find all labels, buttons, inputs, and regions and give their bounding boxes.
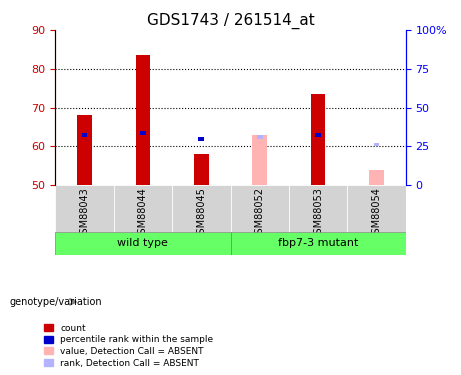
Bar [373, 142, 379, 146]
Bar [311, 94, 325, 185]
Text: GSM88053: GSM88053 [313, 188, 323, 240]
Bar [77, 116, 92, 185]
Text: fbp7-3 mutant: fbp7-3 mutant [278, 238, 358, 248]
Bar [289, 185, 347, 232]
Bar [194, 154, 208, 185]
Text: GSM88043: GSM88043 [79, 188, 89, 240]
Bar [82, 133, 88, 136]
Text: GSM88044: GSM88044 [138, 188, 148, 240]
Text: GSM88045: GSM88045 [196, 188, 207, 240]
Bar [172, 185, 230, 232]
Bar [347, 185, 406, 232]
Bar [253, 135, 267, 185]
Text: genotype/variation: genotype/variation [9, 297, 102, 307]
Bar [315, 133, 321, 136]
Title: GDS1743 / 261514_at: GDS1743 / 261514_at [147, 12, 314, 28]
Bar [198, 136, 204, 141]
Text: wild type: wild type [118, 238, 168, 248]
Bar [230, 185, 289, 232]
Text: GSM88052: GSM88052 [254, 188, 265, 240]
Legend: count, percentile rank within the sample, value, Detection Call = ABSENT, rank, : count, percentile rank within the sample… [41, 321, 216, 370]
Text: GSM88054: GSM88054 [372, 188, 382, 240]
Bar [140, 131, 146, 135]
Bar [114, 185, 172, 232]
Bar [136, 55, 150, 185]
Bar [369, 170, 384, 185]
Bar [230, 232, 406, 255]
Bar [55, 185, 114, 232]
Bar [257, 135, 263, 139]
Bar [55, 232, 230, 255]
